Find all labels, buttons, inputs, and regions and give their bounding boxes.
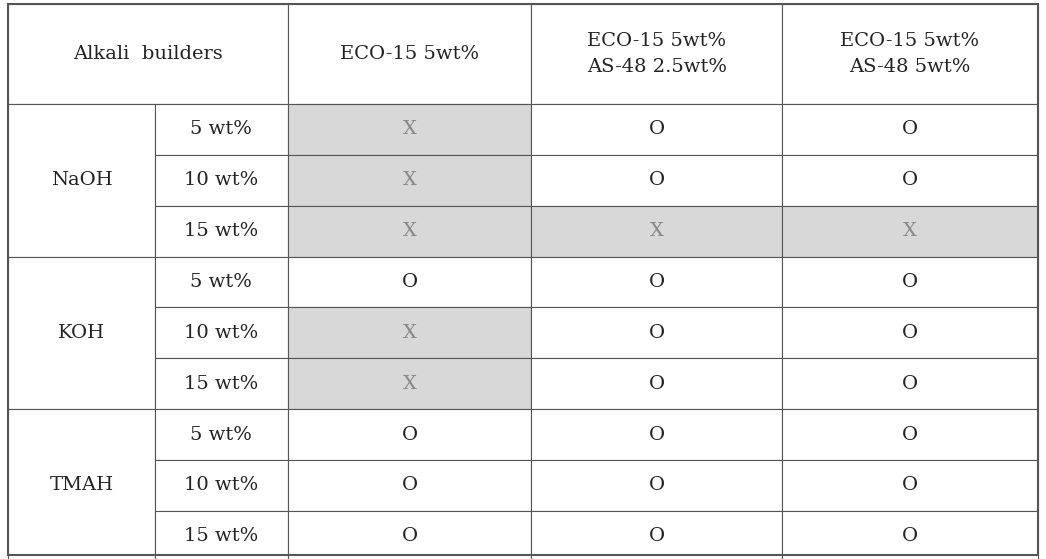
- Text: X: X: [403, 375, 416, 393]
- Bar: [288, 257, 531, 307]
- Text: O: O: [902, 324, 918, 342]
- Bar: [155, 409, 288, 460]
- Text: TMAH: TMAH: [49, 476, 114, 495]
- Text: X: X: [903, 222, 917, 240]
- Bar: [782, 257, 1038, 307]
- Bar: [288, 460, 531, 511]
- Text: KOH: KOH: [58, 324, 106, 342]
- Bar: [288, 206, 531, 257]
- Text: O: O: [402, 476, 417, 495]
- Text: X: X: [403, 120, 416, 139]
- Text: 5 wt%: 5 wt%: [190, 120, 252, 139]
- Bar: [8, 104, 155, 257]
- Bar: [782, 307, 1038, 358]
- Bar: [155, 104, 288, 155]
- Bar: [155, 307, 288, 358]
- Text: O: O: [902, 120, 918, 139]
- Text: X: X: [650, 222, 664, 240]
- Text: O: O: [649, 171, 665, 190]
- Text: X: X: [403, 171, 416, 190]
- Bar: [531, 4, 782, 104]
- Bar: [288, 307, 531, 358]
- Text: O: O: [902, 375, 918, 393]
- Text: O: O: [649, 375, 665, 393]
- Bar: [531, 409, 782, 460]
- Bar: [155, 358, 288, 409]
- Bar: [782, 104, 1038, 155]
- Bar: [288, 104, 531, 155]
- Bar: [8, 257, 155, 409]
- Bar: [531, 307, 782, 358]
- Bar: [155, 511, 288, 559]
- Bar: [8, 409, 155, 559]
- Text: X: X: [403, 222, 416, 240]
- Text: O: O: [902, 425, 918, 444]
- Bar: [782, 460, 1038, 511]
- Text: 5 wt%: 5 wt%: [190, 425, 252, 444]
- Bar: [155, 155, 288, 206]
- Bar: [288, 155, 531, 206]
- Text: 15 wt%: 15 wt%: [184, 222, 258, 240]
- Text: O: O: [902, 171, 918, 190]
- Bar: [531, 460, 782, 511]
- Text: O: O: [902, 273, 918, 291]
- Bar: [782, 409, 1038, 460]
- Text: ECO-15 5wt%: ECO-15 5wt%: [340, 45, 479, 63]
- Text: 5 wt%: 5 wt%: [190, 273, 252, 291]
- Bar: [782, 358, 1038, 409]
- Text: 10 wt%: 10 wt%: [184, 476, 258, 495]
- Text: O: O: [649, 273, 665, 291]
- Text: 10 wt%: 10 wt%: [184, 171, 258, 190]
- Text: 10 wt%: 10 wt%: [184, 324, 258, 342]
- Bar: [288, 511, 531, 559]
- Text: 15 wt%: 15 wt%: [184, 375, 258, 393]
- Bar: [531, 155, 782, 206]
- Text: 15 wt%: 15 wt%: [184, 527, 258, 546]
- Text: O: O: [402, 273, 417, 291]
- Bar: [531, 257, 782, 307]
- Bar: [155, 257, 288, 307]
- Text: Alkali  builders: Alkali builders: [73, 45, 223, 63]
- Bar: [155, 206, 288, 257]
- Text: X: X: [403, 324, 416, 342]
- Bar: [288, 409, 531, 460]
- Bar: [288, 4, 531, 104]
- Text: O: O: [649, 120, 665, 139]
- Bar: [782, 511, 1038, 559]
- Text: O: O: [402, 527, 417, 546]
- Text: O: O: [649, 527, 665, 546]
- Bar: [531, 206, 782, 257]
- Text: O: O: [902, 527, 918, 546]
- Text: ECO-15 5wt%
AS-48 5wt%: ECO-15 5wt% AS-48 5wt%: [840, 32, 980, 77]
- Bar: [782, 155, 1038, 206]
- Text: O: O: [402, 425, 417, 444]
- Text: O: O: [649, 324, 665, 342]
- Bar: [8, 4, 288, 104]
- Text: O: O: [902, 476, 918, 495]
- Bar: [155, 460, 288, 511]
- Text: O: O: [649, 476, 665, 495]
- Bar: [531, 104, 782, 155]
- Bar: [288, 358, 531, 409]
- Bar: [531, 511, 782, 559]
- Bar: [531, 358, 782, 409]
- Text: O: O: [649, 425, 665, 444]
- Bar: [782, 206, 1038, 257]
- Text: ECO-15 5wt%
AS-48 2.5wt%: ECO-15 5wt% AS-48 2.5wt%: [587, 32, 727, 77]
- Bar: [782, 4, 1038, 104]
- Text: NaOH: NaOH: [50, 171, 113, 190]
